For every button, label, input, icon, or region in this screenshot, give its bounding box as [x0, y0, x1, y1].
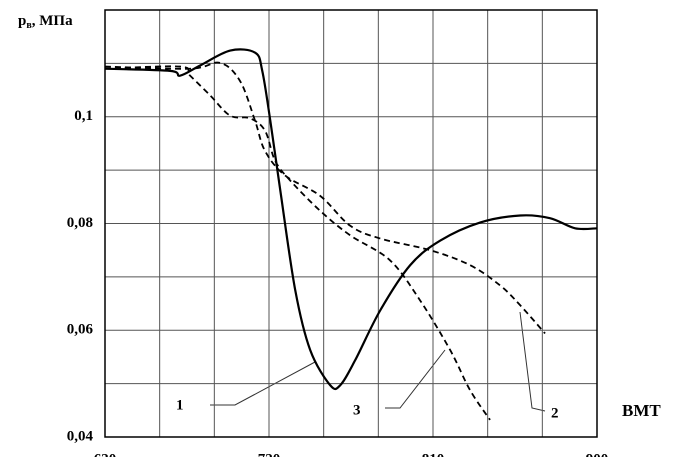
- leader-line: [385, 349, 446, 409]
- data-line: [104, 61, 546, 335]
- y-tick-label: 0,08: [67, 215, 93, 231]
- data-line: [104, 65, 491, 421]
- x-tick-label: 720: [258, 451, 281, 457]
- leader-line: [210, 361, 316, 406]
- x-tick-label: 630: [94, 451, 117, 457]
- y-tick-label: 0,1: [74, 108, 93, 124]
- y-tick-label: 0,06: [67, 322, 94, 338]
- annotation: 1: [176, 397, 184, 413]
- leader-line: [519, 311, 546, 412]
- y-axis-label: pв, МПа: [18, 13, 73, 31]
- annotation: ВМТ: [622, 401, 661, 420]
- plot-frame: [104, 9, 598, 438]
- annotation: 3: [353, 402, 361, 418]
- x-tick-label: 900: [586, 451, 609, 457]
- annotation: 2: [551, 405, 559, 421]
- y-tick-label: 0,04: [67, 428, 94, 444]
- x-tick-label: 810: [422, 451, 445, 457]
- data-line: [104, 48, 598, 391]
